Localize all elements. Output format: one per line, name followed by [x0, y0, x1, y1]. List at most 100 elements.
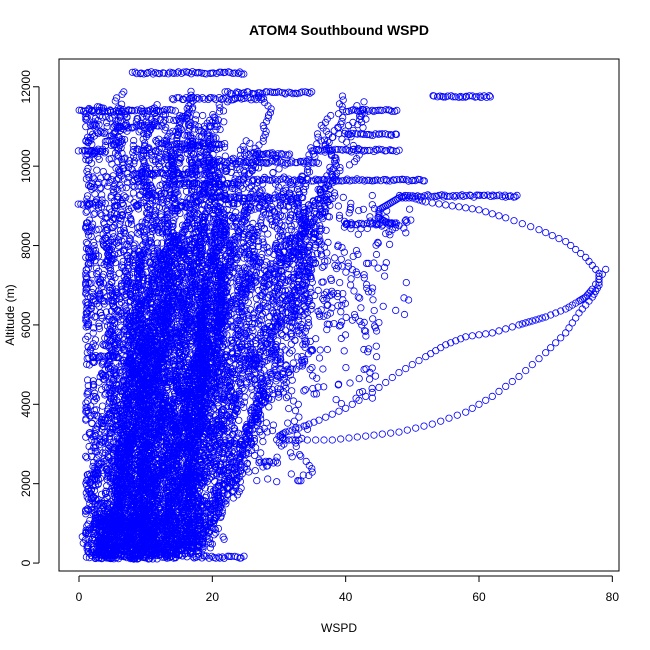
data-point [366, 213, 374, 221]
data-point [355, 207, 363, 215]
data-point [119, 257, 127, 265]
data-point [342, 138, 351, 146]
data-point [135, 145, 143, 154]
data-point [346, 281, 355, 289]
data-point [170, 116, 178, 125]
data-point [342, 363, 350, 372]
data-point [302, 457, 310, 465]
data-point [99, 288, 108, 297]
data-point [192, 111, 200, 119]
data-point [89, 118, 98, 126]
data-point [289, 397, 298, 405]
data-point [82, 415, 90, 423]
data-point [341, 331, 350, 339]
data-point [322, 226, 330, 234]
data-point [91, 190, 99, 198]
data-point [161, 116, 169, 124]
data-point [118, 212, 126, 220]
data-point [392, 306, 400, 314]
data-point [357, 304, 365, 312]
data-point [206, 544, 214, 552]
data-point [85, 306, 93, 315]
data-point [323, 345, 331, 354]
data-point [122, 193, 130, 201]
data-point [95, 225, 103, 233]
data-point [334, 202, 342, 210]
plot-frame [58, 58, 620, 572]
data-point [108, 160, 116, 168]
data-point [189, 104, 197, 112]
data-point [163, 148, 171, 156]
data-point [89, 285, 97, 293]
data-point [230, 424, 238, 432]
data-point [346, 379, 354, 387]
data-point [83, 390, 91, 398]
data-point [359, 205, 367, 213]
data-point [93, 300, 101, 308]
data-point [92, 312, 100, 320]
data-point [89, 329, 97, 337]
data-point [337, 308, 345, 316]
data-point [370, 306, 378, 315]
data-point [320, 262, 328, 270]
data-point [114, 238, 122, 246]
data-point [84, 382, 92, 390]
data-point [82, 281, 90, 289]
data-point [82, 266, 90, 274]
data-point [332, 395, 340, 404]
data-point [100, 371, 108, 379]
data-point [86, 428, 94, 437]
data-point [91, 209, 99, 217]
data-point [340, 347, 348, 355]
data-point [314, 286, 322, 294]
data-point [194, 209, 202, 217]
data-point [84, 133, 92, 141]
data-point [368, 191, 376, 200]
data-point [89, 380, 98, 388]
data-point [165, 116, 174, 124]
data-point [120, 192, 128, 200]
data-point [93, 166, 101, 174]
data-point [84, 301, 93, 309]
data-point [162, 123, 170, 131]
data-point [219, 533, 227, 541]
data-point [295, 413, 303, 421]
data-point [98, 369, 106, 377]
data-point [124, 219, 133, 227]
data-point [98, 402, 107, 410]
data-point [308, 363, 316, 372]
data-point [284, 419, 292, 427]
data-point [85, 319, 93, 327]
data-point [158, 180, 166, 188]
data-point [405, 205, 414, 213]
data-point [129, 149, 137, 157]
data-point [101, 149, 109, 157]
data-point [282, 394, 291, 402]
data-point [120, 175, 128, 183]
data-point [85, 470, 94, 478]
data-point [94, 204, 103, 212]
data-point [91, 342, 99, 350]
data-point [182, 200, 190, 208]
data-point [112, 117, 120, 125]
data-point [243, 264, 251, 272]
data-point [105, 297, 113, 305]
data-point [400, 310, 409, 319]
data-point [269, 421, 277, 429]
data-point [94, 116, 102, 125]
data-point [88, 254, 96, 262]
data-point [95, 322, 103, 330]
data-point [82, 286, 90, 294]
data-point [402, 278, 410, 287]
data-point [106, 132, 114, 140]
data-point [370, 205, 379, 213]
data-point [217, 513, 225, 522]
data-point [209, 471, 218, 479]
data-point [82, 335, 90, 343]
data-point [215, 108, 224, 116]
data-point [214, 524, 222, 533]
data-point [116, 181, 124, 189]
data-point [84, 192, 92, 200]
data-point [82, 510, 90, 518]
